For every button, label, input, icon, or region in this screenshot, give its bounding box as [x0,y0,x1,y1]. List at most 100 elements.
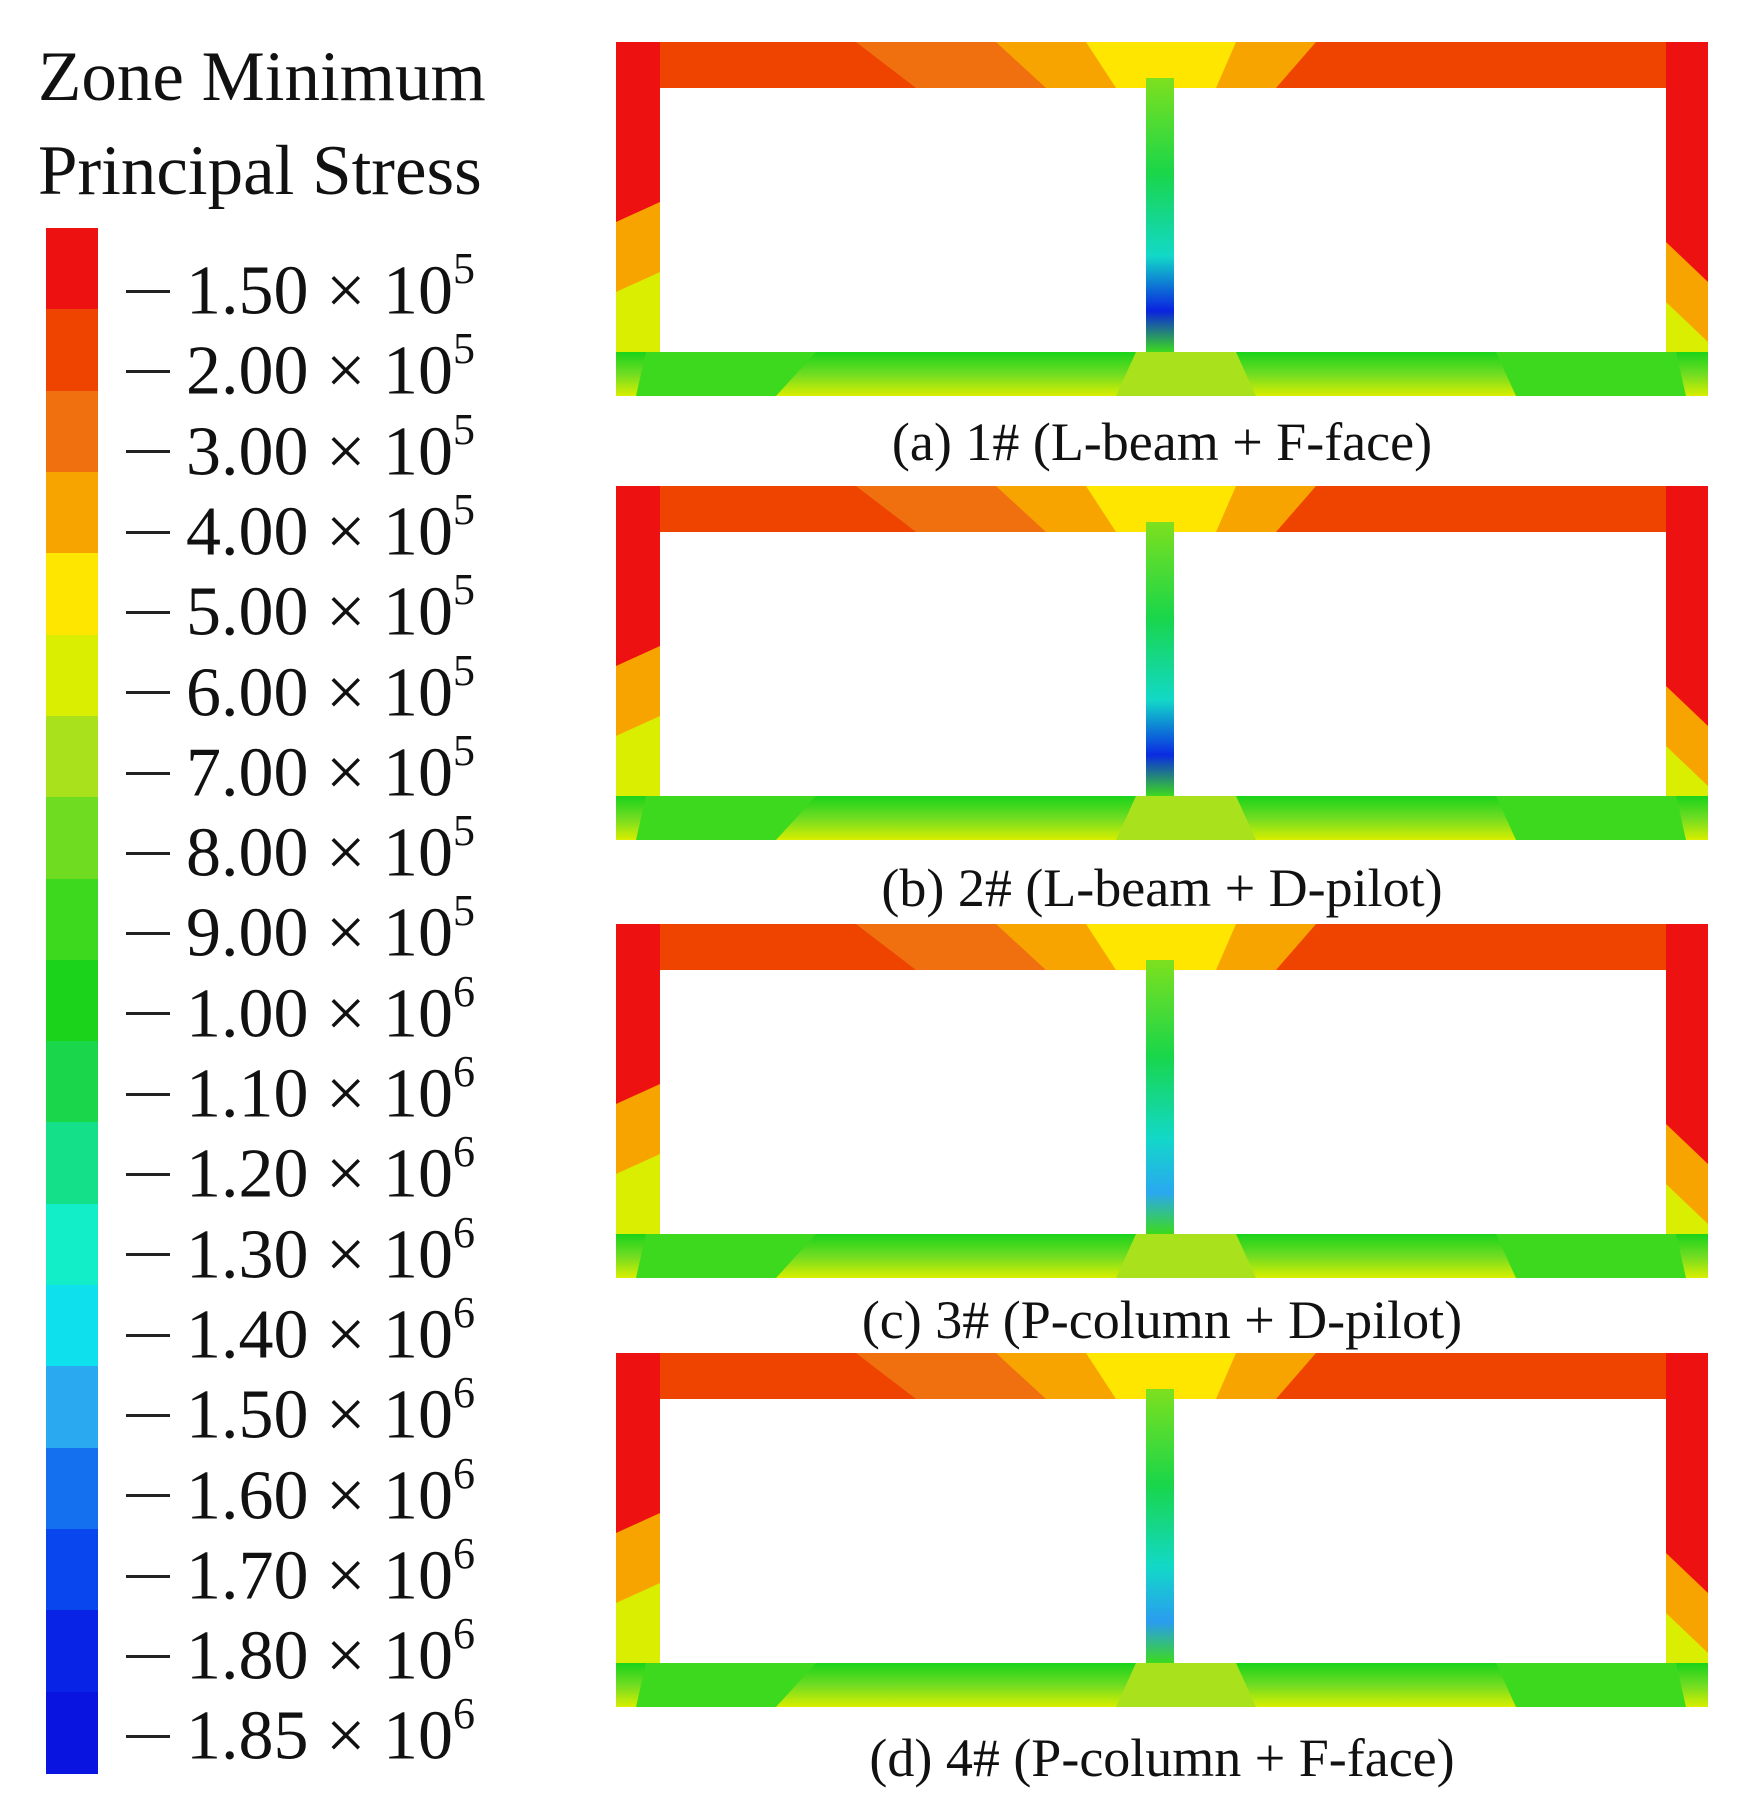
scale-swatch [46,471,98,555]
tick-mantissa: 3.00 [186,412,309,490]
right-wall-zone [1666,486,1708,746]
tick-times-ten: × 10 [308,653,453,731]
scale-tick-label: 1.40 × 106 [126,1279,475,1373]
right-opening [1174,532,1666,796]
tick-dash [126,851,170,855]
right-opening [1174,1399,1666,1663]
bottom-slab-zone [636,1663,816,1707]
panel-caption: (b) 2# (L-beam + D-pilot) [881,858,1443,918]
tick-mantissa: 1.00 [186,975,309,1053]
stress-contour-plot [616,1353,1708,1707]
middle-column [1146,522,1174,796]
tick-dash [126,289,170,293]
bottom-slab-zone [1116,796,1256,840]
tick-times-ten: × 10 [308,252,453,330]
tick-dash [126,370,170,374]
tick-dash [126,1413,170,1417]
tick-mantissa: 4.00 [186,493,309,571]
tick-mantissa: 1.80 [186,1617,309,1695]
scale-swatch [46,1447,98,1531]
contour-panel-d [616,1353,1708,1707]
right-wall-zone [1666,42,1708,302]
right-wall-zone [1666,1353,1708,1613]
right-opening [1174,88,1666,352]
scale-tick-label: 2.00 × 105 [126,315,475,410]
tick-exponent: 5 [452,725,475,775]
tick-times-ten: × 10 [308,1456,453,1534]
scale-tick-label: 1.70 × 106 [126,1520,475,1614]
tick-dash [126,1333,170,1337]
scale-tick-label: 5.00 × 105 [126,556,475,651]
legend-title-line-2: Principal Stress [38,132,482,210]
bottom-slab-zone [1116,352,1256,396]
tick-times-ten: × 10 [308,1697,453,1775]
tick-mantissa: 1.30 [186,1215,309,1293]
scale-swatch [46,715,98,799]
left-opening [660,1399,1146,1663]
scale-swatch [46,1285,98,1368]
color-scale-bar [46,228,98,1774]
scale-swatch [46,1203,98,1287]
bottom-slab-zone [1496,796,1686,840]
tick-times-ten: × 10 [308,814,453,892]
right-wall-zone [1666,924,1708,1184]
scale-swatch [46,797,98,880]
scale-tick-label: 1.85 × 106 [126,1680,475,1775]
tick-times-ten: × 10 [308,1296,453,1374]
tick-mantissa: 6.00 [186,653,309,731]
tick-mantissa: 5.00 [186,573,309,651]
tick-times-ten: × 10 [308,1215,453,1293]
tick-exponent: 5 [452,404,475,454]
tick-times-ten: × 10 [308,332,453,410]
scale-tick-label: 9.00 × 105 [126,877,475,972]
stress-contour-plot [616,924,1708,1278]
tick-mantissa: 1.10 [186,1055,309,1133]
left-opening [660,970,1146,1234]
middle-column [1146,1389,1174,1663]
tick-times-ten: × 10 [308,1617,453,1695]
tick-times-ten: × 10 [308,493,453,571]
panel-caption: (c) 3# (P-column + D-pilot) [861,1290,1463,1350]
contour-panel-c [616,924,1708,1278]
scale-swatch [46,1529,98,1612]
tick-times-ten: × 10 [308,1135,453,1213]
scale-tick-label: 1.50 × 106 [126,1359,475,1454]
tick-exponent: 6 [452,1448,475,1498]
tick-exponent: 5 [452,244,475,293]
tick-times-ten: × 10 [308,894,453,972]
tick-exponent: 5 [452,565,475,615]
scale-swatch [46,1610,98,1693]
panel-caption: (d) 4# (P-column + F-face) [869,1728,1455,1788]
legend-title-line-1: Zone Minimum [38,38,486,116]
bottom-slab-zone [1496,352,1686,396]
tick-dash [126,1654,170,1658]
tick-mantissa: 7.00 [186,734,309,812]
bottom-slab-zone [636,352,816,396]
middle-column [1146,960,1174,1234]
scale-tick-label: 3.00 × 105 [126,396,475,490]
tick-exponent: 5 [452,324,475,374]
tick-exponent: 6 [452,1207,475,1257]
scale-swatch [46,553,98,636]
tick-mantissa: 2.00 [186,332,309,410]
tick-dash [126,1012,170,1016]
tick-exponent: 6 [452,1127,475,1177]
tick-exponent: 6 [452,1528,475,1578]
tick-times-ten: × 10 [308,975,453,1053]
scale-swatch [46,1691,98,1774]
scale-tick-label: 7.00 × 105 [126,717,475,811]
scale-swatch [46,878,98,961]
scale-swatch [46,1041,98,1124]
scale-tick-label: 1.50 × 105 [126,235,475,329]
tick-mantissa: 1.50 [186,1376,309,1454]
contour-panel-a [616,42,1708,396]
tick-times-ten: × 10 [308,1537,453,1615]
tick-mantissa: 1.70 [186,1537,309,1615]
scale-swatch [46,959,98,1043]
stress-contour-plot [616,486,1708,840]
color-scale-labels: 1.50 × 105 2.00 × 105 3.00 × 105 4.00 × 105… [126,228,566,1775]
right-opening [1174,970,1666,1234]
tick-mantissa: 1.85 [186,1697,309,1775]
tick-mantissa: 1.60 [186,1456,309,1534]
top-beam-zone [1086,1353,1236,1399]
